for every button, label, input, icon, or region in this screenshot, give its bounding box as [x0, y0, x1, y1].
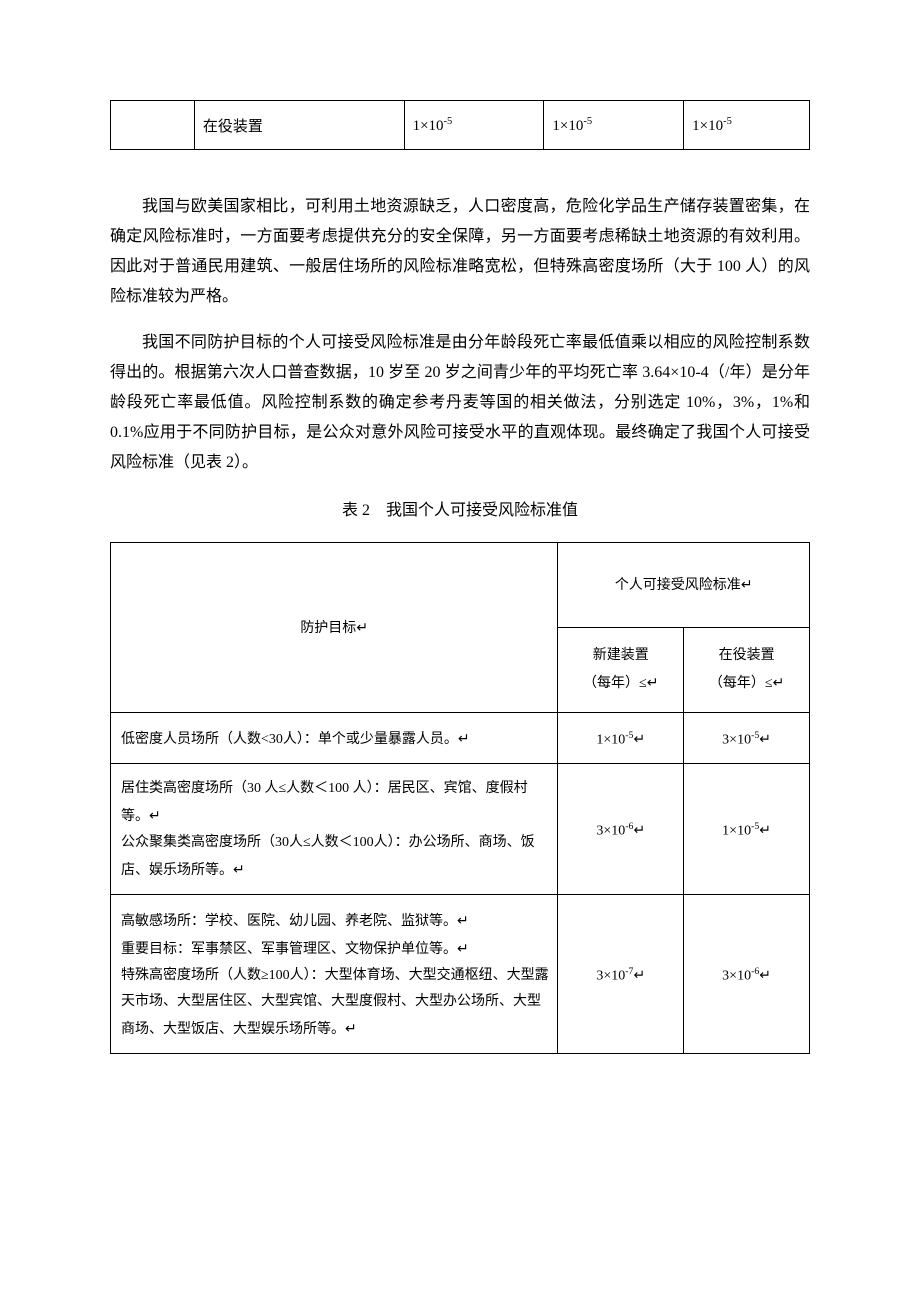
row1-target: 低密度人员场所（人数<30人）：单个或少量暴露人员。↵ [111, 713, 558, 764]
top-val-5: 1×10-5 [692, 118, 732, 134]
row1-svc: 3×10-5↵ [684, 713, 810, 764]
table2-caption: 表 2 我国个人可接受风险标准值 [110, 496, 810, 520]
header-new-device: 新建装置（每年）≤↵ [558, 628, 684, 713]
row3-target: 高敏感场所：学校、医院、幼儿园、养老院、监狱等。↵ 重要目标：军事禁区、军事管理… [111, 895, 558, 1054]
table-row: 低密度人员场所（人数<30人）：单个或少量暴露人员。↵ 1×10-5↵ 3×10… [111, 713, 810, 764]
top-val-4: 1×10-5 [552, 118, 592, 134]
header-target: 防护目标↵ [111, 543, 558, 713]
table-header-row-1: 防护目标↵ 个人可接受风险标准↵ [111, 543, 810, 628]
header-risk-text: 个人可接受风险标准 [615, 578, 741, 593]
header-in-service: 在役装置（每年）≤↵ [684, 628, 810, 713]
top-cell-5: 1×10-5 [684, 101, 810, 150]
document-page: 在役装置 1×10-5 1×10-5 1×10-5 我国与欧美国家相比，可利用土… [0, 0, 920, 1302]
top-cell-4: 1×10-5 [544, 101, 684, 150]
top-cell-3: 1×10-5 [404, 101, 544, 150]
header-target-text: 防护目标 [300, 621, 356, 636]
top-cell-1 [111, 101, 195, 150]
row2-target: 居住类高密度场所（30 人≤人数＜100 人）：居民区、宾馆、度假村等。↵ 公众… [111, 764, 558, 895]
top-cell-2: 在役装置 [194, 101, 404, 150]
paragraph-1: 我国与欧美国家相比，可利用土地资源缺乏，人口密度高，危险化学品生产储存装置密集，… [110, 192, 810, 312]
row3-new: 3×10-7↵ [558, 895, 684, 1054]
top-val-3: 1×10-5 [413, 118, 453, 134]
row3-svc: 3×10-6↵ [684, 895, 810, 1054]
row2-new: 3×10-6↵ [558, 764, 684, 895]
paragraph-2: 我国不同防护目标的个人可接受风险标准是由分年龄段死亡率最低值乘以相应的风险控制系… [110, 328, 810, 478]
table-row: 居住类高密度场所（30 人≤人数＜100 人）：居民区、宾馆、度假村等。↵ 公众… [111, 764, 810, 895]
table-row: 在役装置 1×10-5 1×10-5 1×10-5 [111, 101, 810, 150]
header-risk: 个人可接受风险标准↵ [558, 543, 810, 628]
top-partial-table: 在役装置 1×10-5 1×10-5 1×10-5 [110, 100, 810, 150]
row2-svc: 1×10-5↵ [684, 764, 810, 895]
table-row: 高敏感场所：学校、医院、幼儿园、养老院、监狱等。↵ 重要目标：军事禁区、军事管理… [111, 895, 810, 1054]
row1-new: 1×10-5↵ [558, 713, 684, 764]
table2: 防护目标↵ 个人可接受风险标准↵ 新建装置（每年）≤↵ 在役装置（每年）≤↵ 低… [110, 542, 810, 1054]
